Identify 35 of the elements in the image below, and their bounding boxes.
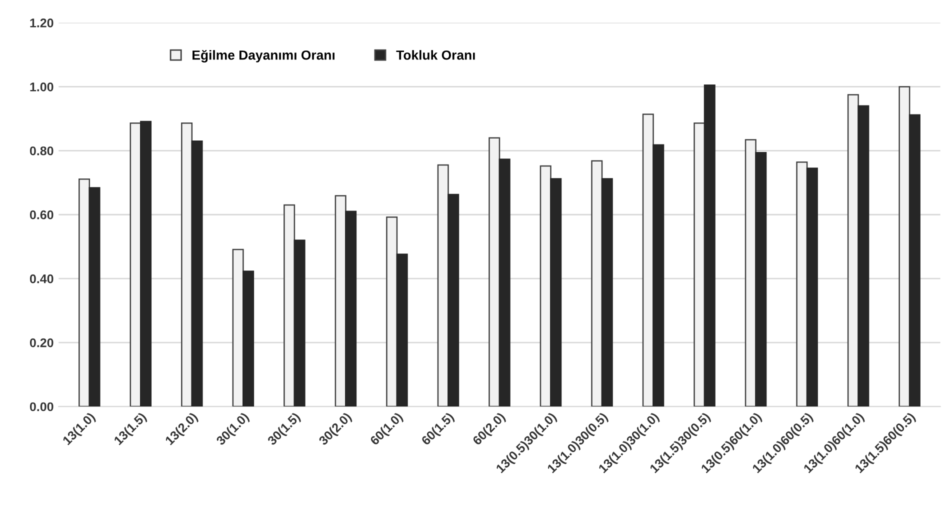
y-tick-label: 0.20 (30, 338, 54, 348)
bar (694, 122, 706, 407)
bar (591, 160, 603, 407)
bar (345, 210, 357, 407)
bar (78, 178, 90, 407)
y-tick-label: 0.40 (30, 274, 54, 284)
bar (806, 168, 818, 407)
bar (181, 122, 193, 407)
y-tick-label: 1.20 (30, 18, 54, 28)
bar (755, 152, 767, 407)
legend-label: Eğilme Dayanımı Oranı (192, 50, 334, 62)
bar (386, 216, 398, 407)
bar (498, 158, 510, 407)
bar (140, 120, 152, 407)
bar (396, 254, 408, 407)
legend-label: Tokluk Oranı (396, 50, 475, 60)
bar (294, 240, 306, 407)
y-tick-label: 0.60 (30, 210, 54, 220)
bar (488, 137, 500, 407)
y-tick-label: 0.80 (30, 146, 54, 156)
bar (88, 187, 100, 407)
y-tick-label: 0.00 (30, 402, 54, 412)
bar (601, 178, 613, 407)
bar (242, 270, 254, 407)
bar (448, 194, 460, 407)
bar (550, 178, 562, 407)
bar (898, 86, 910, 407)
bar (284, 204, 296, 407)
bar (796, 162, 808, 407)
bar (191, 140, 203, 407)
bar (908, 114, 920, 407)
bar (704, 84, 716, 407)
bar (652, 144, 664, 407)
y-tick-label: 1.00 (30, 82, 54, 92)
bar (858, 105, 870, 407)
